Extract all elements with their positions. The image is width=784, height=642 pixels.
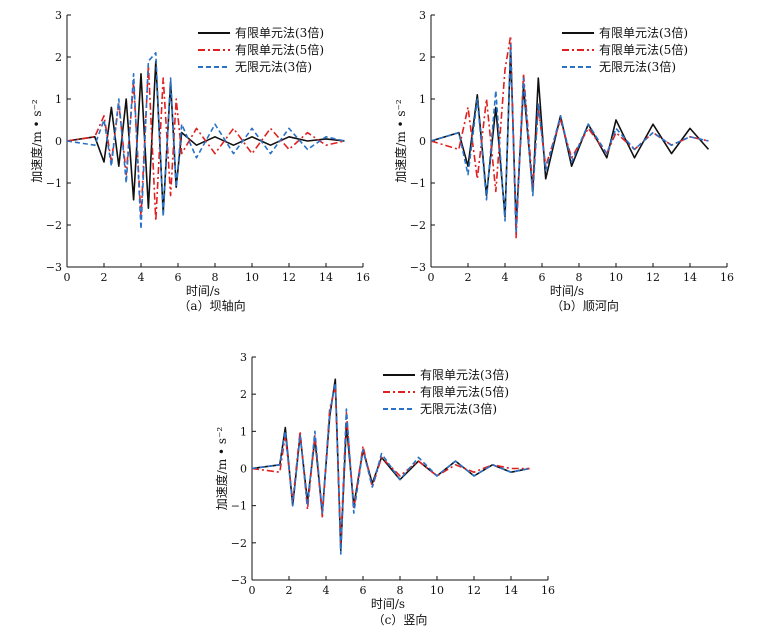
legend: 有限单元法(3倍) 有限单元法(5倍) 无限元法(3倍) [198,25,324,74]
legend-label: 有限单元法(3倍) [599,25,688,40]
y-tick-label: 2 [419,51,426,64]
x-tick-label: 0 [249,584,256,597]
x-tick-label: 12 [467,584,481,597]
y-tick-label: −2 [46,219,62,232]
x-tick-label: 2 [465,271,472,284]
x-tick-label: 14 [319,271,333,284]
y-tick-label: −1 [231,500,247,513]
series-line [430,43,709,235]
y-tick-label: −3 [410,261,426,274]
legend-label: 有限单元法(5倍) [420,384,509,399]
y-tick-label: −3 [46,261,62,274]
x-tick-label: 8 [212,271,219,284]
y-tick-label: 3 [55,9,62,22]
y-tick-label: 3 [419,9,426,22]
legend-label: 有限单元法(3倍) [235,25,324,40]
x-tick-label: 10 [609,271,623,284]
series-line [66,51,345,230]
x-axis-label: 时间/s [186,284,220,298]
y-tick-label: 0 [240,463,247,476]
y-tick-label: 2 [55,51,62,64]
x-tick-label: 0 [428,271,435,284]
x-tick-label: 8 [576,271,583,284]
x-tick-label: 10 [430,584,444,597]
y-tick-label: 2 [240,388,247,401]
chart-caption: （c）竖向 [373,612,428,627]
x-tick-label: 4 [138,271,145,284]
y-tick-label: −3 [231,574,247,587]
y-tick-label: −1 [46,177,62,190]
x-tick-label: 6 [360,584,367,597]
legend-label: 无限元法(3倍) [420,401,497,416]
series-line [251,382,530,555]
x-tick-label: 2 [286,584,293,597]
x-tick-label: 6 [175,271,182,284]
x-tick-label: 8 [397,584,404,597]
x-tick-label: 14 [504,584,518,597]
legend: 有限单元法(3倍) 有限单元法(5倍) 无限元法(3倍) [562,25,688,74]
x-tick-label: 14 [683,271,697,284]
y-tick-label: −2 [410,219,426,232]
y-tick-label: 0 [419,135,426,148]
y-tick-label: −1 [410,177,426,190]
x-tick-label: 6 [539,271,546,284]
chart-caption: （b）顺河向 [551,298,619,313]
y-tick-label: 3 [240,351,247,364]
x-tick-label: 16 [541,584,555,597]
chart-caption: （a）坝轴向 [178,298,245,313]
x-tick-label: 12 [646,271,660,284]
series-line [66,64,345,222]
x-axis-label: 时间/s [550,284,584,298]
y-tick-label: 1 [55,93,62,106]
y-axis-label: 加速度/m • s⁻² [29,99,44,183]
series-line [251,385,530,544]
x-tick-label: 0 [64,271,71,284]
x-tick-label: 16 [720,271,734,284]
x-tick-label: 12 [282,271,296,284]
legend-label: 有限单元法(5倍) [599,42,688,57]
y-tick-label: −2 [231,537,247,550]
x-tick-label: 10 [245,271,259,284]
x-tick-label: 16 [356,271,370,284]
legend: 有限单元法(3倍) 有限单元法(5倍) 无限元法(3倍) [383,367,509,416]
legend-label: 有限单元法(3倍) [420,367,509,382]
x-tick-label: 2 [101,271,108,284]
x-tick-label: 4 [323,584,330,597]
legend-label: 有限单元法(5倍) [235,42,324,57]
y-tick-label: 1 [240,425,247,438]
x-axis-label: 时间/s [371,597,405,611]
x-tick-label: 4 [502,271,509,284]
y-tick-label: 0 [55,135,62,148]
y-tick-label: 1 [419,93,426,106]
y-axis-label: 加速度/m • s⁻² [214,427,229,511]
y-axis-label: 加速度/m • s⁻² [393,99,408,183]
legend-label: 无限元法(3倍) [599,59,676,74]
legend-label: 无限元法(3倍) [235,59,312,74]
